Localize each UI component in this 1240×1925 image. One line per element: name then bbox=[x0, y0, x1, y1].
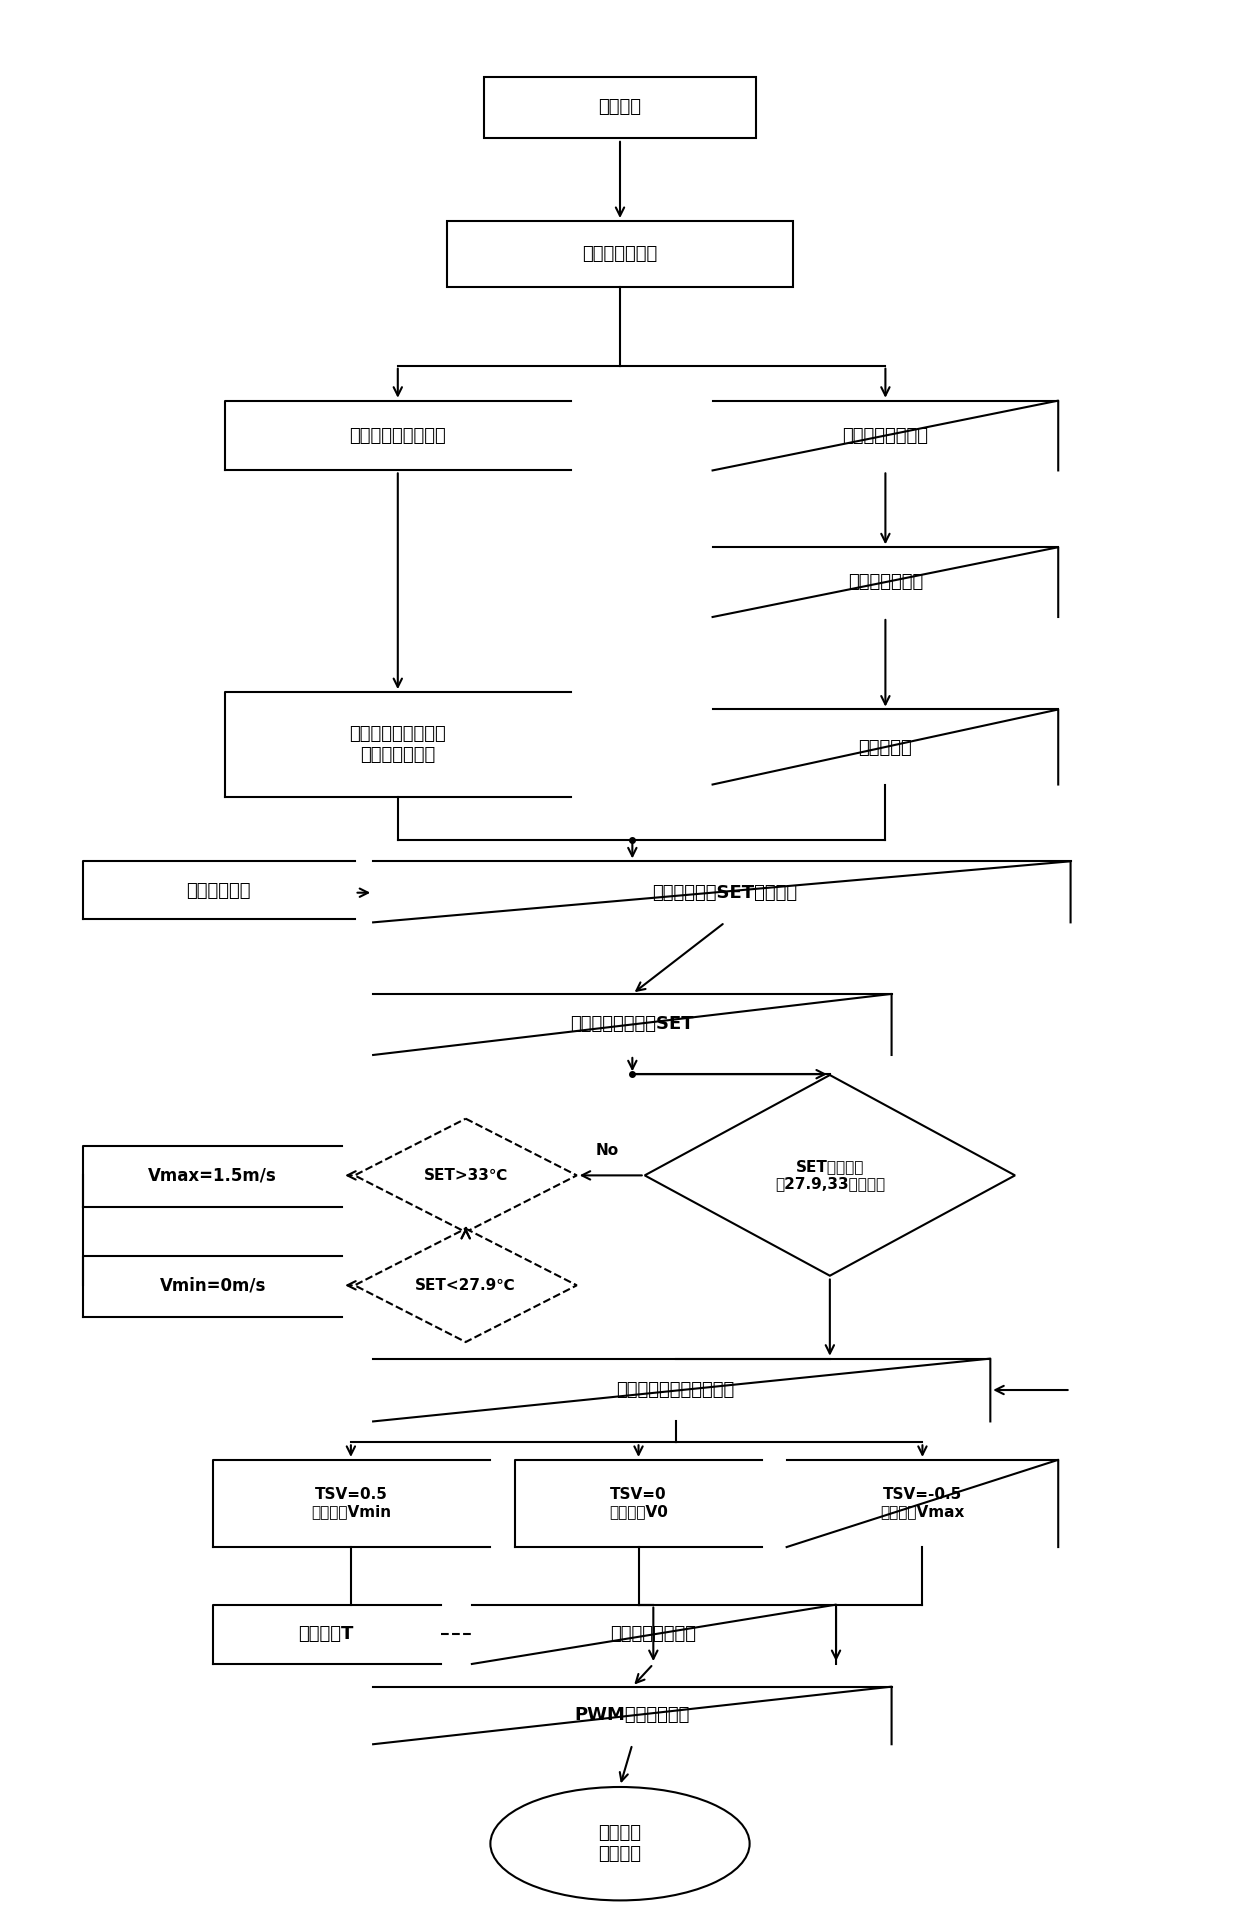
Text: No: No bbox=[596, 1143, 619, 1159]
Text: 生成止弦波动函数: 生成止弦波动函数 bbox=[610, 1625, 697, 1644]
FancyBboxPatch shape bbox=[448, 221, 792, 287]
Text: 启动睡眠风模式: 启动睡眠风模式 bbox=[583, 244, 657, 264]
Ellipse shape bbox=[490, 1786, 750, 1900]
Text: 输出标准有效温度SET: 输出标准有效温度SET bbox=[570, 1014, 694, 1032]
Text: TSV=0
基准风速V0: TSV=0 基准风速V0 bbox=[609, 1488, 668, 1519]
FancyBboxPatch shape bbox=[484, 77, 756, 139]
Text: PWM调控风扇转速: PWM调控风扇转速 bbox=[574, 1706, 689, 1725]
Text: 输出代谢率: 输出代谢率 bbox=[858, 739, 913, 757]
Text: TSV=0.5
最小风速Vmin: TSV=0.5 最小风速Vmin bbox=[311, 1488, 391, 1519]
Text: TSV=-0.5
最大风速Vmax: TSV=-0.5 最大风速Vmax bbox=[880, 1488, 965, 1519]
Polygon shape bbox=[355, 1118, 577, 1232]
Text: Vmax=1.5m/s: Vmax=1.5m/s bbox=[149, 1167, 277, 1184]
Text: 代谢率计算模块: 代谢率计算模块 bbox=[848, 574, 923, 591]
Text: 风扇开启: 风扇开启 bbox=[599, 98, 641, 117]
Text: 输出正弦
变化风速: 输出正弦 变化风速 bbox=[599, 1825, 641, 1863]
Text: 环境参数传感器启动: 环境参数传感器启动 bbox=[350, 427, 446, 445]
Polygon shape bbox=[645, 1074, 1016, 1276]
Text: 风速与温度耦合计算模型: 风速与温度耦合计算模型 bbox=[616, 1380, 734, 1399]
Text: SET<27.9℃: SET<27.9℃ bbox=[415, 1278, 516, 1294]
Text: 输出环境温度、湿度
及平均辐射温度: 输出环境温度、湿度 及平均辐射温度 bbox=[350, 726, 446, 764]
Polygon shape bbox=[355, 1228, 577, 1342]
Text: SET是否位于
（27.9,33）区间内: SET是否位于 （27.9,33）区间内 bbox=[775, 1159, 885, 1192]
Text: 预设床褥热阻: 预设床褥热阻 bbox=[186, 882, 250, 901]
Text: 预设周期T: 预设周期T bbox=[299, 1625, 353, 1644]
Text: 手环记录心率信号: 手环记录心率信号 bbox=[842, 427, 929, 445]
Text: Vmin=0m/s: Vmin=0m/s bbox=[160, 1276, 265, 1294]
Text: SET>33℃: SET>33℃ bbox=[424, 1168, 508, 1182]
Text: 标准有效温度SET计算模块: 标准有效温度SET计算模块 bbox=[652, 884, 797, 901]
